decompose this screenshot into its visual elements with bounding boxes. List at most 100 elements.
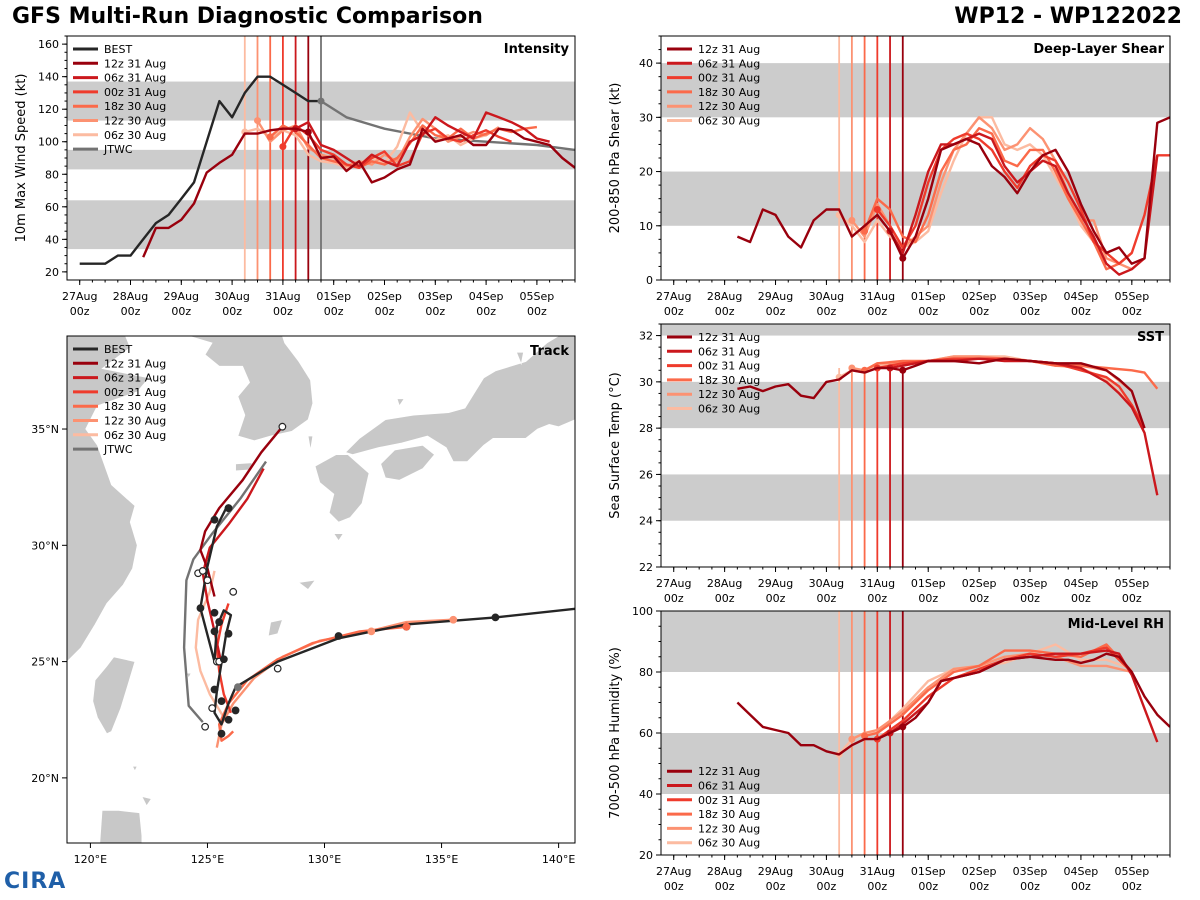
- land-area: [67, 336, 150, 663]
- x-tick-label: 00z: [969, 305, 989, 318]
- x-tick-label: 04Sep: [469, 290, 504, 303]
- x-tick-label: 00z: [918, 305, 938, 318]
- x-tick-label: 00z: [918, 592, 938, 605]
- init-point: [899, 723, 907, 731]
- series-line: [864, 643, 1133, 738]
- x-tick-label: 00z: [324, 305, 344, 318]
- x-tick-label: 00z: [222, 305, 242, 318]
- x-tick-label: 00z: [1071, 592, 1091, 605]
- legend-label: 06z 30 Aug: [104, 429, 166, 442]
- init-point: [873, 206, 881, 214]
- x-tick-label: 03Sep: [418, 290, 453, 303]
- legend-label: 00z 31 Aug: [698, 360, 760, 373]
- series-line: [888, 132, 1159, 276]
- land-area: [267, 619, 283, 637]
- init-point: [835, 211, 843, 219]
- init-point: [254, 117, 261, 125]
- y-tick-label: 0: [646, 274, 653, 287]
- x-tick-label: 01Sep: [911, 577, 946, 590]
- legend-label: 18z 30 Aug: [104, 100, 166, 113]
- track-line: [215, 603, 233, 714]
- y-tick-label: 80: [45, 168, 59, 181]
- rh-chart: 20 40 60 80 100 27Aug 00z 28Aug 00z 29Aug 00z 30Aug…: [608, 605, 1171, 893]
- land-area: [380, 444, 435, 481]
- y-tick-label: 100: [632, 605, 653, 618]
- legend-label: 06z 31 Aug: [698, 57, 760, 70]
- x-tick-label: 140°E: [542, 853, 575, 866]
- y-tick-label: 60: [45, 201, 59, 214]
- x-tick-label: 01Sep: [911, 290, 946, 303]
- y-tick-label: 120: [38, 103, 59, 116]
- x-tick-label: 31Aug: [860, 865, 895, 878]
- y-tick-label: 22: [639, 561, 653, 574]
- x-tick-label: 01Sep: [911, 865, 946, 878]
- x-tick-label: 130°E: [308, 853, 341, 866]
- y-tick-label: 40: [45, 233, 59, 246]
- plot-frame: [66, 335, 576, 844]
- panel-title: Intensity: [504, 42, 570, 57]
- x-tick-label: 30Aug: [214, 290, 249, 303]
- legend-label: 06z 30 Aug: [698, 403, 760, 416]
- track-line: [194, 570, 225, 719]
- storm-id: WP12 - WP122022: [954, 4, 1182, 29]
- series-line: [838, 116, 1133, 271]
- init-point: [861, 366, 869, 374]
- track-marker: [228, 561, 235, 568]
- legend-label: 12z 30 Aug: [104, 115, 166, 128]
- series-line: [281, 124, 512, 170]
- plot-frame: [660, 35, 1171, 281]
- series-line: [79, 75, 321, 265]
- x-tick-label: 27Aug: [656, 865, 691, 878]
- plot-frame: [66, 35, 576, 281]
- track-line: [199, 425, 284, 597]
- track-marker: [229, 587, 238, 596]
- track-marker: [215, 657, 224, 666]
- y-tick-label: 30: [639, 376, 653, 389]
- legend-label: 12z 31 Aug: [104, 357, 166, 370]
- y-tick-label: 60: [639, 727, 653, 740]
- track-marker: [196, 604, 205, 613]
- legend-label: BEST: [104, 43, 132, 56]
- panel-title: Deep-Layer Shear: [1033, 42, 1164, 57]
- track-marker: [208, 704, 217, 713]
- init-point: [848, 364, 856, 372]
- x-tick-label: 31Aug: [860, 577, 895, 590]
- track-marker: [334, 632, 343, 640]
- track-marker: [224, 504, 233, 513]
- series-line: [877, 357, 1146, 429]
- track-marker: [203, 576, 212, 585]
- legend-label: 06z 30 Aug: [698, 115, 760, 128]
- init-point: [835, 750, 843, 758]
- x-tick-label: 29Aug: [758, 290, 793, 303]
- x-tick-label: 00z: [817, 880, 837, 893]
- x-tick-label: 02Sep: [962, 577, 997, 590]
- x-tick-label: 00z: [1071, 880, 1091, 893]
- x-tick-label: 00z: [766, 880, 786, 893]
- init-point: [304, 128, 312, 136]
- x-tick-label: 00z: [1071, 305, 1091, 318]
- x-tick-label: 30Aug: [809, 290, 844, 303]
- y-tick-label: 30: [639, 111, 653, 124]
- init-point: [899, 254, 907, 262]
- series-line: [876, 132, 1170, 265]
- x-tick-label: 02Sep: [962, 290, 997, 303]
- x-tick-label: 29Aug: [758, 577, 793, 590]
- y-tick-label: 40: [639, 57, 653, 70]
- land-area: [185, 672, 192, 679]
- legend-label: JTWC: [103, 443, 133, 456]
- x-tick-label: 00z: [817, 305, 837, 318]
- legend-label: 12z 30 Aug: [698, 100, 760, 113]
- x-tick-label: 00z: [171, 305, 191, 318]
- init-point: [848, 216, 856, 224]
- legend-label: 12z 31 Aug: [698, 331, 760, 344]
- land-area: [188, 336, 314, 442]
- track-marker: [198, 566, 207, 575]
- x-tick-label: 29Aug: [164, 290, 199, 303]
- x-tick-label: 00z: [715, 592, 735, 605]
- x-tick-label: 27Aug: [62, 290, 97, 303]
- x-tick-label: 31Aug: [265, 290, 300, 303]
- x-tick-label: 00z: [766, 305, 786, 318]
